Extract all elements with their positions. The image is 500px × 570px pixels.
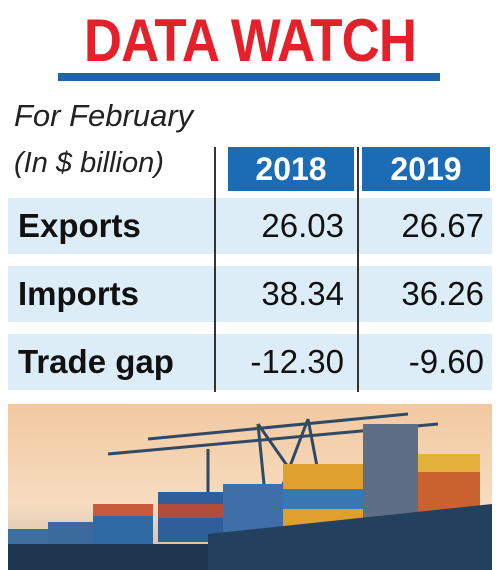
cell: -9.60 xyxy=(408,343,484,380)
row-label: Imports xyxy=(18,275,140,312)
cell: 26.67 xyxy=(401,207,484,244)
cell: 36.26 xyxy=(401,275,484,312)
divider xyxy=(357,147,359,392)
cell: -12.30 xyxy=(250,343,344,380)
row-label: Exports xyxy=(18,207,141,244)
row-label: Trade gap xyxy=(18,343,174,380)
title: DATA WATCH xyxy=(83,7,417,74)
divider xyxy=(214,147,216,392)
subtitle: For February xyxy=(14,98,194,133)
row-band xyxy=(8,334,492,390)
column-header: 2019 xyxy=(362,147,490,191)
column-header: 2018 xyxy=(228,147,354,191)
row-band xyxy=(8,266,492,322)
port-photo xyxy=(8,404,492,570)
unit-label: (In $ billion) xyxy=(14,147,164,179)
row-band xyxy=(8,198,492,254)
cell: 26.03 xyxy=(261,207,344,244)
title-rule xyxy=(58,73,440,81)
cell: 38.34 xyxy=(261,275,344,312)
ship-hull xyxy=(208,504,492,570)
